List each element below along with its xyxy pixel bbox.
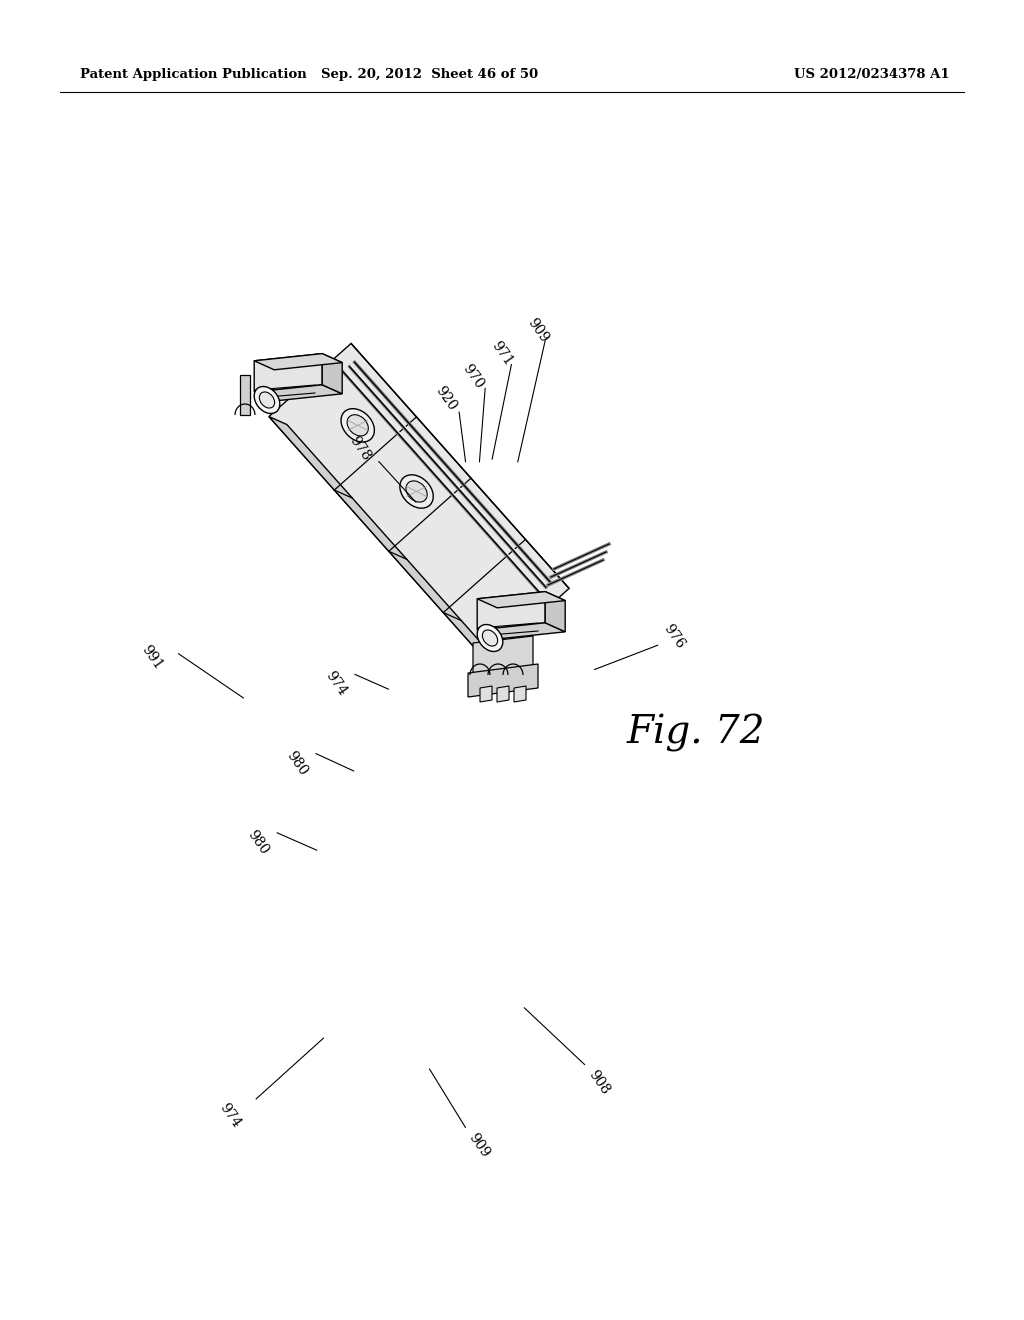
Text: Fig. 72: Fig. 72	[627, 714, 766, 751]
Ellipse shape	[406, 480, 427, 502]
Text: 976: 976	[660, 622, 687, 651]
Ellipse shape	[259, 392, 274, 408]
Polygon shape	[254, 385, 342, 401]
Text: 974: 974	[217, 1101, 244, 1130]
Polygon shape	[545, 591, 565, 632]
Text: 974: 974	[323, 669, 349, 698]
Ellipse shape	[477, 624, 503, 652]
Polygon shape	[254, 354, 323, 392]
Polygon shape	[254, 354, 342, 370]
Polygon shape	[514, 686, 526, 702]
Text: 909: 909	[466, 1131, 493, 1160]
Text: 970: 970	[460, 362, 486, 391]
Text: 980: 980	[245, 828, 271, 857]
Polygon shape	[497, 686, 509, 702]
Text: US 2012/0234378 A1: US 2012/0234378 A1	[795, 69, 950, 81]
Ellipse shape	[254, 387, 280, 413]
Text: 978: 978	[347, 434, 374, 463]
Ellipse shape	[482, 630, 498, 645]
Polygon shape	[477, 591, 545, 630]
Text: 909: 909	[524, 315, 551, 345]
Polygon shape	[477, 623, 565, 639]
Polygon shape	[240, 375, 250, 414]
Text: Sep. 20, 2012  Sheet 46 of 50: Sep. 20, 2012 Sheet 46 of 50	[322, 69, 539, 81]
Polygon shape	[468, 664, 538, 697]
Text: 991: 991	[138, 643, 165, 672]
Text: 971: 971	[488, 339, 515, 368]
Text: 920: 920	[432, 384, 459, 413]
Ellipse shape	[341, 409, 375, 442]
Text: 980: 980	[284, 748, 310, 777]
Text: Patent Application Publication: Patent Application Publication	[80, 69, 307, 81]
Polygon shape	[323, 354, 342, 393]
Polygon shape	[269, 417, 505, 669]
Polygon shape	[269, 343, 569, 661]
Polygon shape	[473, 636, 534, 675]
Polygon shape	[477, 591, 565, 607]
Ellipse shape	[347, 414, 369, 436]
Text: 908: 908	[586, 1068, 612, 1097]
Polygon shape	[480, 686, 492, 702]
Ellipse shape	[400, 475, 433, 508]
